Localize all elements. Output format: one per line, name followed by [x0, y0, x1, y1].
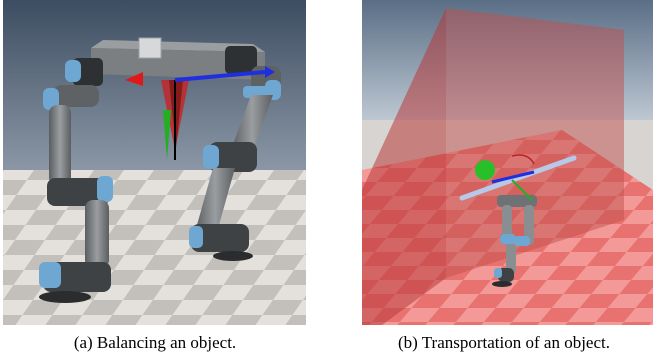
robot-arm-left — [39, 58, 113, 303]
object-tray — [91, 37, 265, 80]
transparent-red-plane — [446, 8, 624, 278]
transparent-red-plane — [362, 8, 446, 325]
figure-a-render — [3, 0, 306, 325]
balancing-scene — [3, 0, 306, 325]
figure-b-caption: (b) Transportation of an object. — [398, 333, 610, 352]
coordinate-frame-axes — [491, 154, 535, 201]
coordinate-frame-axes — [125, 66, 275, 160]
figure-b-render — [362, 0, 653, 325]
robot-arm-right — [492, 195, 537, 287]
figure-a-caption: (a) Balancing an object. — [73, 333, 237, 352]
transportation-scene — [362, 0, 653, 325]
robot-arm-right — [189, 46, 281, 261]
object-tray — [459, 155, 577, 201]
green-target-sphere — [475, 160, 495, 180]
